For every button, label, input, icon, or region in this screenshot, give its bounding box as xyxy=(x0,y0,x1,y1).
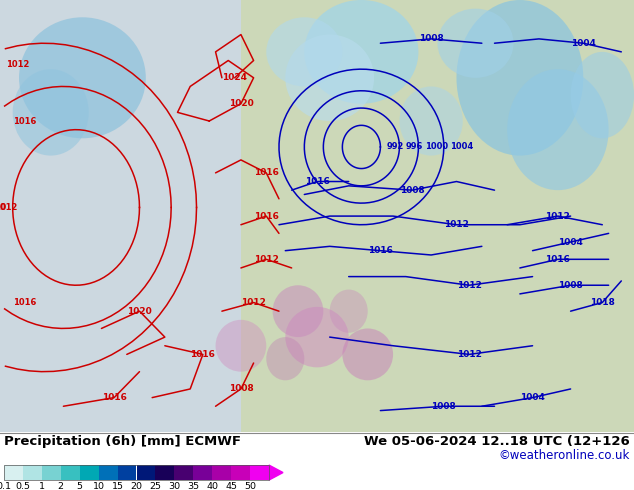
Bar xyxy=(23,465,42,480)
Bar xyxy=(250,465,269,480)
Text: 1012: 1012 xyxy=(241,298,266,307)
Bar xyxy=(241,0,634,432)
Ellipse shape xyxy=(456,0,583,156)
Text: 1008: 1008 xyxy=(558,281,583,290)
Text: 1020: 1020 xyxy=(127,307,152,316)
Text: 1020: 1020 xyxy=(228,99,254,108)
Text: ©weatheronline.co.uk: ©weatheronline.co.uk xyxy=(498,449,630,462)
Text: 1012: 1012 xyxy=(456,350,482,359)
Ellipse shape xyxy=(507,69,609,190)
Text: 996: 996 xyxy=(406,143,423,151)
Ellipse shape xyxy=(266,337,304,380)
Ellipse shape xyxy=(273,285,323,337)
Bar xyxy=(117,465,136,480)
Ellipse shape xyxy=(304,0,418,104)
Ellipse shape xyxy=(285,307,349,368)
Bar xyxy=(99,465,117,480)
Text: Precipitation (6h) [mm] ECMWF: Precipitation (6h) [mm] ECMWF xyxy=(4,435,241,448)
Bar xyxy=(42,465,61,480)
Text: 45: 45 xyxy=(225,482,237,490)
Text: 1008: 1008 xyxy=(399,186,425,195)
Text: 1018: 1018 xyxy=(590,298,615,307)
Text: 1012: 1012 xyxy=(444,220,469,229)
Text: 1020: 1020 xyxy=(0,203,6,212)
Bar xyxy=(155,465,174,480)
Text: 1012: 1012 xyxy=(254,255,279,264)
Text: 20: 20 xyxy=(131,482,143,490)
Text: 40: 40 xyxy=(206,482,218,490)
Text: 1008: 1008 xyxy=(431,402,456,411)
Ellipse shape xyxy=(19,17,146,138)
Text: 0.1: 0.1 xyxy=(0,482,11,490)
Bar xyxy=(61,465,80,480)
Text: 1: 1 xyxy=(39,482,45,490)
Bar xyxy=(136,465,155,480)
Ellipse shape xyxy=(216,320,266,372)
Ellipse shape xyxy=(399,86,463,156)
Bar xyxy=(0,0,241,432)
Text: 1012: 1012 xyxy=(6,60,30,69)
Text: 1004: 1004 xyxy=(558,238,583,246)
Ellipse shape xyxy=(13,69,89,156)
Text: 1016: 1016 xyxy=(304,177,330,186)
Text: 1016: 1016 xyxy=(101,393,127,402)
Text: 1016: 1016 xyxy=(368,246,393,255)
Polygon shape xyxy=(269,465,283,480)
Text: 1008: 1008 xyxy=(228,385,254,393)
Text: 1004: 1004 xyxy=(520,393,545,402)
Ellipse shape xyxy=(342,328,393,380)
Ellipse shape xyxy=(437,9,514,78)
Bar xyxy=(80,465,99,480)
Text: 50: 50 xyxy=(244,482,256,490)
Ellipse shape xyxy=(285,35,374,121)
Text: 992: 992 xyxy=(387,143,404,151)
Bar xyxy=(4,465,23,480)
Text: 1016: 1016 xyxy=(254,169,279,177)
Text: 1024: 1024 xyxy=(222,74,247,82)
Text: 1004: 1004 xyxy=(571,39,596,48)
Text: 0.5: 0.5 xyxy=(15,482,30,490)
Text: 1012: 1012 xyxy=(0,203,17,212)
Bar xyxy=(231,465,250,480)
Bar xyxy=(174,465,193,480)
Ellipse shape xyxy=(330,290,368,333)
Text: 10: 10 xyxy=(93,482,105,490)
Ellipse shape xyxy=(266,17,342,86)
Text: 1016: 1016 xyxy=(190,350,216,359)
Text: 1008: 1008 xyxy=(418,34,444,44)
Text: 1012: 1012 xyxy=(456,281,482,290)
Text: 1004: 1004 xyxy=(450,143,474,151)
Text: 1016: 1016 xyxy=(13,298,36,307)
Text: 35: 35 xyxy=(187,482,199,490)
Text: 1012: 1012 xyxy=(545,212,571,220)
Text: 1016: 1016 xyxy=(254,212,279,220)
Text: 1016: 1016 xyxy=(13,117,36,125)
Text: 15: 15 xyxy=(112,482,124,490)
Text: We 05-06-2024 12..18 UTC (12+126: We 05-06-2024 12..18 UTC (12+126 xyxy=(365,435,630,448)
Ellipse shape xyxy=(571,52,634,138)
Text: 25: 25 xyxy=(150,482,162,490)
Bar xyxy=(4,465,269,480)
Text: 1000: 1000 xyxy=(425,143,448,151)
Text: 1016: 1016 xyxy=(545,255,571,264)
Text: 30: 30 xyxy=(168,482,181,490)
Bar xyxy=(193,465,212,480)
Text: 2: 2 xyxy=(58,482,64,490)
Bar xyxy=(212,465,231,480)
Text: 5: 5 xyxy=(77,482,82,490)
